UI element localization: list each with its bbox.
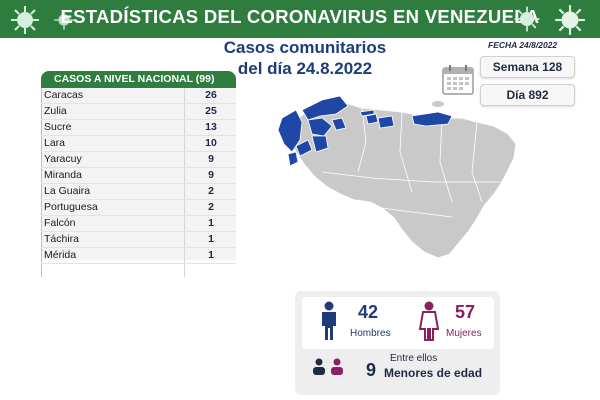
state-name: Táchira bbox=[44, 233, 80, 245]
minors-count: 9 bbox=[366, 360, 377, 380]
virus-icon bbox=[11, 6, 39, 34]
state-cases: 1 bbox=[208, 217, 214, 229]
header-banner: ESTADÍSTICAS DEL CORONAVIRUS EN VENEZUEL… bbox=[0, 0, 600, 38]
map-state-tachira bbox=[287, 151, 299, 167]
woman-icon bbox=[418, 301, 440, 341]
table-header: CASOS A NIVEL NACIONAL (99) bbox=[41, 71, 236, 88]
day-badge: Día 892 bbox=[480, 84, 575, 106]
table-row: Yaracuy 9 bbox=[41, 152, 236, 168]
table-total: (99) bbox=[195, 73, 215, 85]
table-row: Miranda 9 bbox=[41, 168, 236, 184]
state-cases: 2 bbox=[208, 185, 214, 197]
state-name: Portuguesa bbox=[44, 201, 98, 213]
state-name: Caracas bbox=[44, 89, 84, 101]
subtitle: Casos comunitarios del día 24.8.2022 bbox=[200, 37, 410, 79]
table-row: Zulia 25 bbox=[41, 104, 236, 120]
virus-icon bbox=[555, 5, 585, 35]
state-name: Mérida bbox=[44, 249, 77, 261]
state-name: Sucre bbox=[44, 121, 72, 133]
state-cases: 26 bbox=[205, 89, 217, 101]
table-rows: Caracas 26 Zulia 25 Sucre 13 Lara 10 Yaracuy… bbox=[41, 88, 236, 264]
map-state-merida bbox=[295, 139, 313, 157]
table-border bbox=[41, 88, 42, 277]
state-cases: 9 bbox=[208, 153, 214, 165]
week-badge: Semana 128 bbox=[480, 56, 575, 78]
minors-prefix: Entre ellos bbox=[390, 353, 438, 364]
table-row: Sucre 13 bbox=[41, 120, 236, 136]
table-row: Falcón 1 bbox=[41, 216, 236, 232]
table-row: La Guaira 2 bbox=[41, 184, 236, 200]
state-name: Zulia bbox=[44, 105, 67, 117]
state-cases: 25 bbox=[205, 105, 217, 117]
table-header-label: CASOS A NIVEL NACIONAL bbox=[54, 73, 193, 85]
map-state-caracas bbox=[365, 113, 379, 125]
state-cases: 13 bbox=[205, 121, 217, 133]
state-cases: 10 bbox=[205, 137, 217, 149]
column-divider bbox=[184, 88, 185, 277]
table-row: Portuguesa 2 bbox=[41, 200, 236, 216]
minors-icon bbox=[313, 358, 343, 375]
state-cases: 2 bbox=[208, 201, 214, 213]
page-title: ESTADÍSTICAS DEL CORONAVIRUS EN VENEZUEL… bbox=[60, 6, 540, 27]
state-name: Lara bbox=[44, 137, 66, 149]
map-state-lara bbox=[307, 117, 333, 137]
calendar-icon bbox=[442, 65, 474, 95]
table-row: Lara 10 bbox=[41, 136, 236, 152]
state-name: Falcón bbox=[44, 217, 76, 229]
state-cases: 9 bbox=[208, 169, 214, 181]
state-cases: 1 bbox=[208, 233, 214, 245]
men-count: 42 bbox=[358, 302, 379, 322]
table-row: Caracas 26 bbox=[41, 88, 236, 104]
map-state-portuguesa bbox=[311, 135, 329, 153]
state-cases: 1 bbox=[208, 249, 214, 261]
map-state-la-guaira bbox=[359, 109, 375, 117]
women-label: Mujeres bbox=[446, 328, 482, 339]
man-icon bbox=[322, 301, 336, 340]
table-row: Mérida 1 bbox=[41, 248, 236, 264]
subtitle-line-2: del día 24.8.2022 bbox=[237, 59, 373, 78]
table-row: Táchira 1 bbox=[41, 232, 236, 248]
national-cases-table: CASOS A NIVEL NACIONAL (99) Caracas 26 Zu… bbox=[41, 71, 236, 277]
state-name: Yaracuy bbox=[44, 153, 82, 165]
map-state-yaracuy bbox=[331, 117, 347, 131]
map-state-sucre bbox=[411, 111, 453, 127]
report-date: FECHA 24/8/2022 bbox=[488, 40, 558, 50]
map-state-miranda bbox=[377, 115, 395, 129]
men-label: Hombres bbox=[350, 328, 391, 339]
state-name: La Guaira bbox=[44, 185, 91, 197]
state-name: Miranda bbox=[44, 169, 82, 181]
women-count: 57 bbox=[455, 302, 476, 322]
venezuela-map bbox=[277, 95, 517, 259]
subtitle-line-1: Casos comunitarios bbox=[223, 38, 387, 57]
virus-icon bbox=[54, 10, 74, 30]
minors-label: Menores de edad bbox=[384, 366, 483, 380]
virus-icon bbox=[514, 6, 540, 32]
